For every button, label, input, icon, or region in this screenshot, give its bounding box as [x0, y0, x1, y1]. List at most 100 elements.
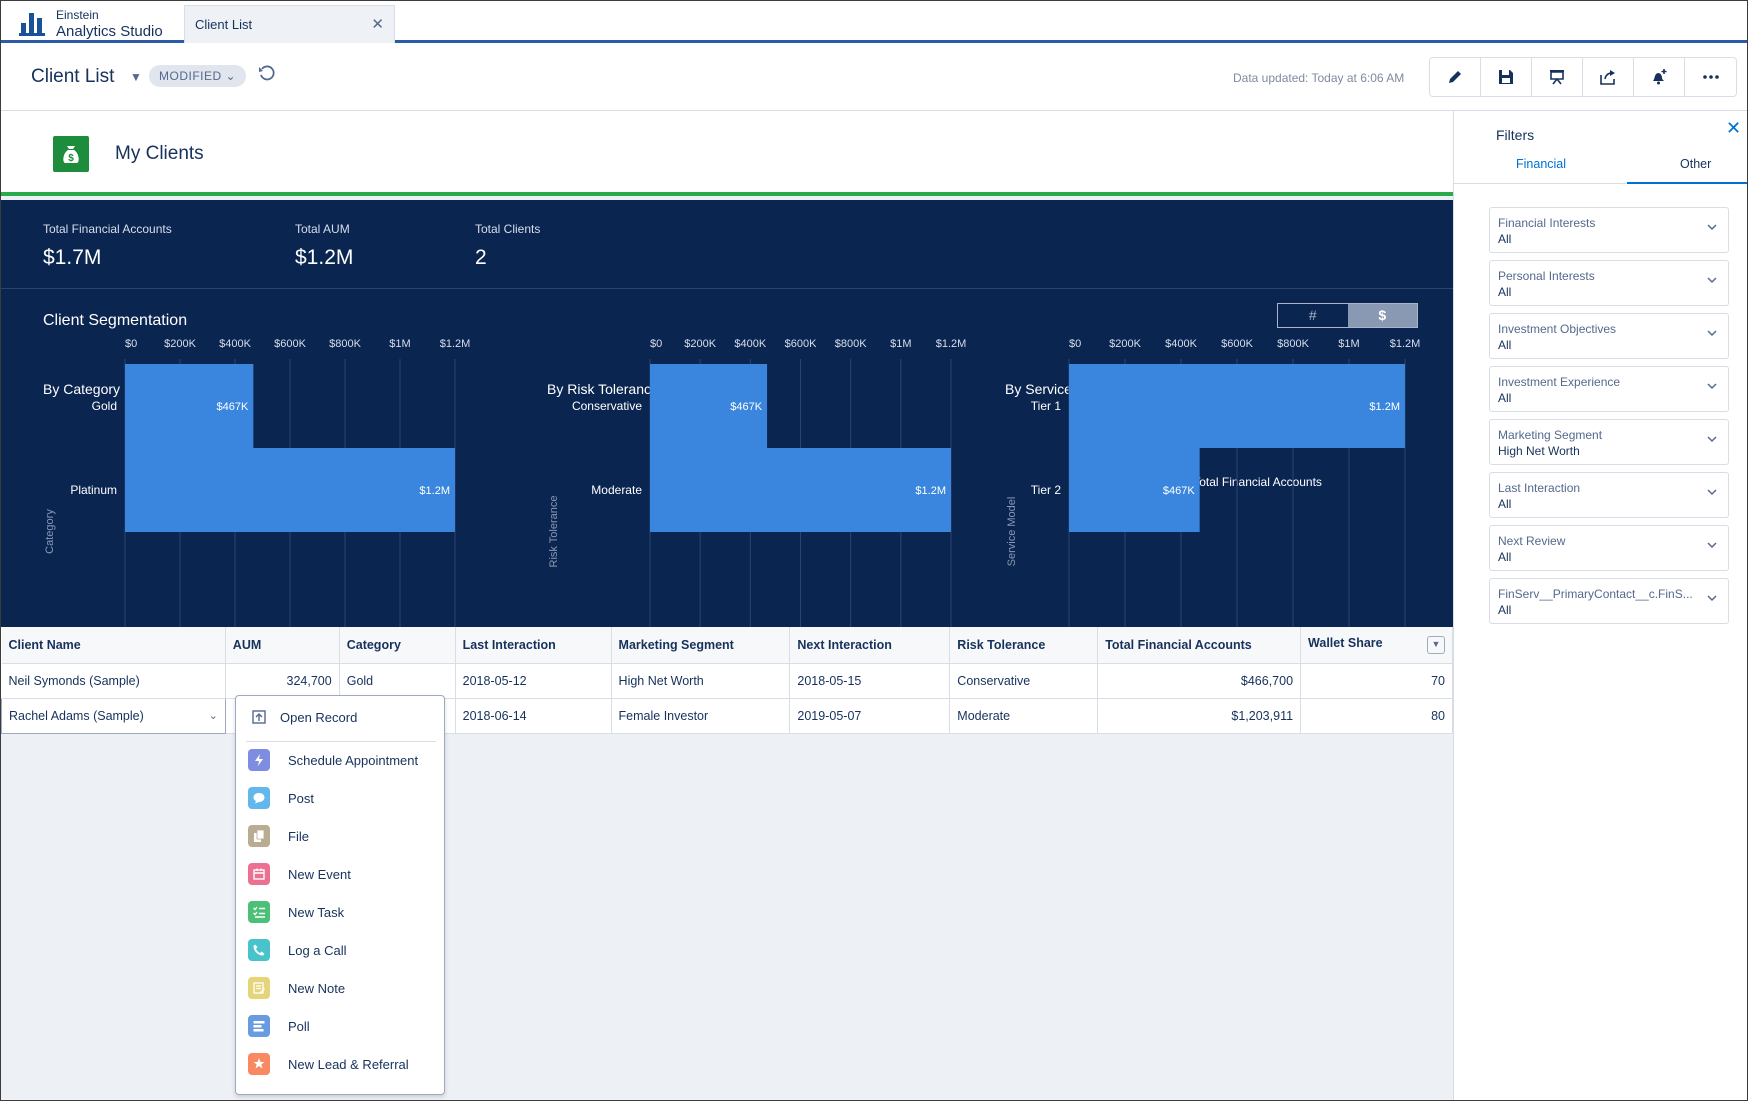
menu-item-file[interactable]: File	[236, 819, 444, 853]
column-menu-icon[interactable]: ▼	[1427, 635, 1445, 654]
data-label: $467K	[730, 401, 762, 413]
table-row[interactable]: Neil Symonds (Sample) 324,700 Gold 2018-…	[1, 663, 1453, 699]
filter-dropdown[interactable]: FinServ__PrimaryContact__c.FinS... All	[1489, 578, 1729, 624]
data-label: $1.2M	[1369, 401, 1400, 413]
chart-bar[interactable]	[125, 448, 455, 532]
open-record-icon	[248, 706, 270, 728]
phone-icon	[248, 939, 270, 961]
chart-bar[interactable]	[1069, 448, 1200, 532]
edit-icon	[1449, 71, 1461, 83]
tick-label: $0	[650, 338, 662, 350]
menu-item-post[interactable]: Post	[236, 781, 444, 815]
task-list-icon	[248, 901, 270, 923]
filter-dropdown[interactable]: Financial Interests All	[1489, 207, 1729, 253]
undo-icon[interactable]	[258, 65, 276, 83]
tab-other[interactable]: Other	[1680, 157, 1712, 171]
chart-bar[interactable]	[1069, 364, 1405, 448]
segmentation-charts: By CategorySum of Total Financial Accoun…	[43, 338, 1420, 627]
menu-item-new-lead-referral[interactable]: New Lead & Referral	[236, 1047, 444, 1081]
save-button[interactable]	[1481, 58, 1532, 96]
dashboard-title-bar: $ My Clients	[1, 111, 1453, 196]
tick-label: $400K	[1165, 338, 1197, 350]
column-header[interactable]: Risk Tolerance	[949, 627, 1099, 664]
modified-badge-label: MODIFIED	[159, 69, 222, 83]
tick-label: $400K	[219, 338, 251, 350]
toggle-count[interactable]: #	[1308, 307, 1317, 323]
menu-item-poll[interactable]: Poll	[236, 1009, 444, 1043]
column-header[interactable]: Marketing Segment	[611, 627, 791, 664]
chart-bar[interactable]	[650, 448, 951, 532]
tick-label: $600K	[274, 338, 306, 350]
column-header[interactable]: Next Interaction	[789, 627, 951, 664]
column-header[interactable]: Category	[339, 627, 456, 664]
column-header[interactable]: Total Financial Accounts	[1097, 627, 1302, 664]
chat-bubble-icon	[248, 787, 270, 809]
tick-label: $200K	[164, 338, 196, 350]
menu-item-open-record[interactable]: Open Record	[236, 700, 444, 734]
close-icon[interactable]: ✕	[1726, 118, 1742, 138]
column-header-wallet-share[interactable]: Wallet Share ▼	[1300, 627, 1453, 664]
menu-item-new-note[interactable]: New Note	[236, 971, 444, 1005]
close-icon[interactable]: ✕	[371, 16, 384, 33]
chart-bar[interactable]	[125, 364, 254, 448]
chevron-down-icon	[1707, 224, 1717, 231]
dashboard-toolbar	[1429, 57, 1737, 97]
filters-title: Filters	[1496, 127, 1535, 143]
table-header-row: Client Name AUM Category Last Interactio…	[1, 627, 1453, 664]
menu-item-new-task[interactable]: New Task	[236, 895, 444, 929]
cell-marketing-segment: High Net Worth	[611, 663, 791, 699]
filter-label: Investment Experience	[1498, 375, 1621, 389]
filter-dropdown[interactable]: Marketing Segment High Net Worth	[1489, 419, 1729, 465]
menu-item-schedule-appointment[interactable]: Schedule Appointment	[236, 743, 444, 777]
cell-next-interaction: 2018-05-15	[789, 663, 951, 699]
column-header[interactable]: Client Name	[1, 627, 226, 664]
page-header: Client List ▼ MODIFIED ⌄ Data updated: T…	[1, 43, 1747, 111]
notification-button[interactable]	[1634, 58, 1685, 96]
caret-down-icon[interactable]: ▼	[130, 70, 142, 84]
modified-badge[interactable]: MODIFIED ⌄	[149, 65, 247, 87]
share-button[interactable]	[1583, 58, 1634, 96]
tick-label: $600K	[785, 338, 817, 350]
column-header[interactable]: AUM	[225, 627, 340, 664]
column-header-label: Wallet Share	[1308, 635, 1383, 650]
cell-wallet-share: 80	[1300, 698, 1453, 734]
menu-item-log-a-call[interactable]: Log a Call	[236, 933, 444, 967]
toggle-amount[interactable]: $	[1347, 304, 1417, 327]
filter-dropdown[interactable]: Next Review All	[1489, 525, 1729, 571]
more-button[interactable]	[1685, 58, 1736, 96]
chevron-down-icon	[1707, 542, 1717, 549]
column-header[interactable]: Last Interaction	[455, 627, 612, 664]
menu-item-new-event[interactable]: New Event	[236, 857, 444, 891]
filter-value: High Net Worth	[1498, 444, 1580, 458]
svg-text:$: $	[68, 153, 74, 164]
filter-dropdown[interactable]: Last Interaction All	[1489, 472, 1729, 518]
chevron-down-icon	[1707, 383, 1717, 390]
chart-title: By Category	[43, 381, 120, 397]
filter-dropdown[interactable]: Personal Interests All	[1489, 260, 1729, 306]
kpi-label: Total Financial Accounts	[43, 222, 172, 236]
cell-client-name[interactable]: Neil Symonds (Sample)	[1, 663, 226, 699]
tab-client-list[interactable]: Client List ✕	[184, 5, 395, 43]
filter-dropdown[interactable]: Investment Objectives All	[1489, 313, 1729, 359]
filter-value: All	[1498, 338, 1512, 352]
active-tab-indicator	[1627, 182, 1747, 184]
category-label: Moderate	[591, 483, 642, 497]
edit-button[interactable]	[1430, 58, 1481, 96]
filter-dropdown[interactable]: Investment Experience All	[1489, 366, 1729, 412]
chevron-down-icon[interactable]: ⌄	[208, 709, 218, 722]
menu-item-label: Open Record	[280, 710, 358, 725]
cell-client-name-selected[interactable]: Rachel Adams (Sample) ⌄	[1, 697, 226, 734]
category-label: Tier 1	[1031, 399, 1062, 413]
filter-label: Marketing Segment	[1498, 428, 1603, 442]
cell-total-financial-accounts: $1,203,911	[1097, 698, 1302, 734]
chart-bar[interactable]	[650, 364, 768, 448]
presentation-button[interactable]	[1532, 58, 1583, 96]
kpi-total-clients: Total Clients 2	[475, 222, 540, 270]
table-row[interactable]: Rachel Adams (Sample) ⌄ 2018-06-14 Female…	[1, 697, 1453, 734]
app-name-line2: Analytics Studio	[56, 23, 163, 40]
category-label: Conservative	[572, 399, 642, 413]
dashboard-canvas: $ My Clients Total Financial Accounts $1…	[1, 111, 1453, 1100]
menu-item-label: New Note	[288, 981, 346, 996]
tab-financial[interactable]: Financial	[1516, 157, 1567, 171]
chart-ylabel: Risk Tolerance	[548, 496, 560, 568]
